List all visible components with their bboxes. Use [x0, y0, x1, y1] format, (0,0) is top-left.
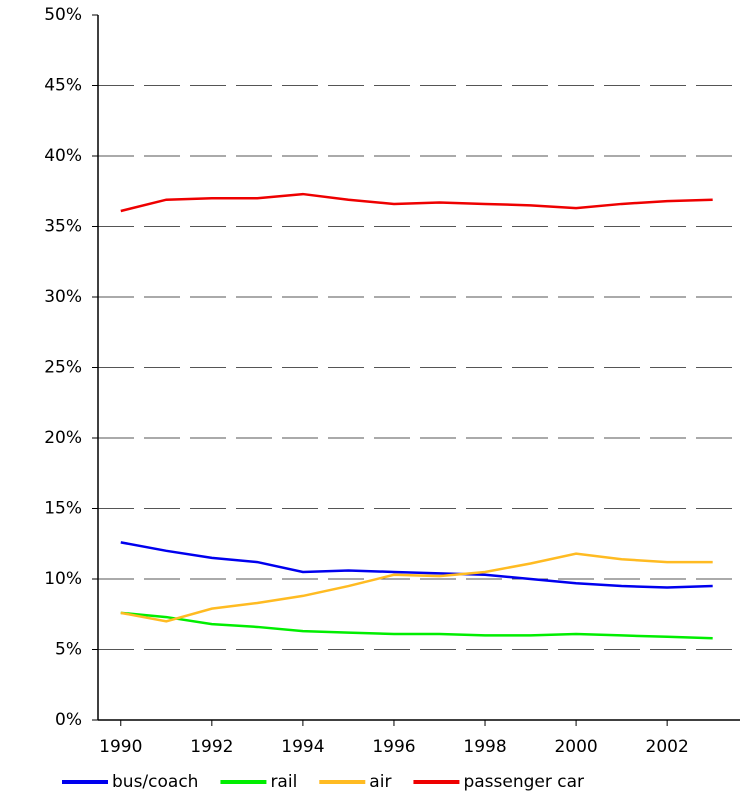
- y-tick-label: 30%: [44, 287, 82, 307]
- x-tick-label: 1990: [99, 737, 142, 757]
- y-tick-label: 40%: [44, 146, 82, 166]
- legend-label: rail: [270, 772, 297, 792]
- x-tick-label: 2002: [646, 737, 689, 757]
- series-line: [120, 552, 713, 623]
- y-tick-label: 10%: [44, 569, 82, 589]
- x-tick-label: 1996: [372, 737, 415, 757]
- series-line: [120, 192, 713, 213]
- series-line: [120, 541, 713, 589]
- y-tick-label: 20%: [44, 428, 82, 448]
- y-tick-label: 45%: [44, 76, 82, 96]
- y-tick-label: 0%: [55, 710, 82, 730]
- legend-label: bus/coach: [112, 772, 198, 792]
- legend-label: air: [369, 772, 391, 792]
- x-tick-label: 1994: [281, 737, 324, 757]
- legend-label: passenger car: [463, 772, 584, 792]
- y-tick-label: 25%: [44, 358, 82, 378]
- y-tick-label: 50%: [44, 5, 82, 25]
- y-tick-label: 15%: [44, 499, 82, 519]
- series-line: [120, 611, 713, 640]
- x-tick-label: 2000: [554, 737, 597, 757]
- y-tick-label: 35%: [44, 217, 82, 237]
- x-tick-label: 1992: [190, 737, 233, 757]
- y-tick-label: 5%: [55, 640, 82, 660]
- x-tick-label: 1998: [463, 737, 506, 757]
